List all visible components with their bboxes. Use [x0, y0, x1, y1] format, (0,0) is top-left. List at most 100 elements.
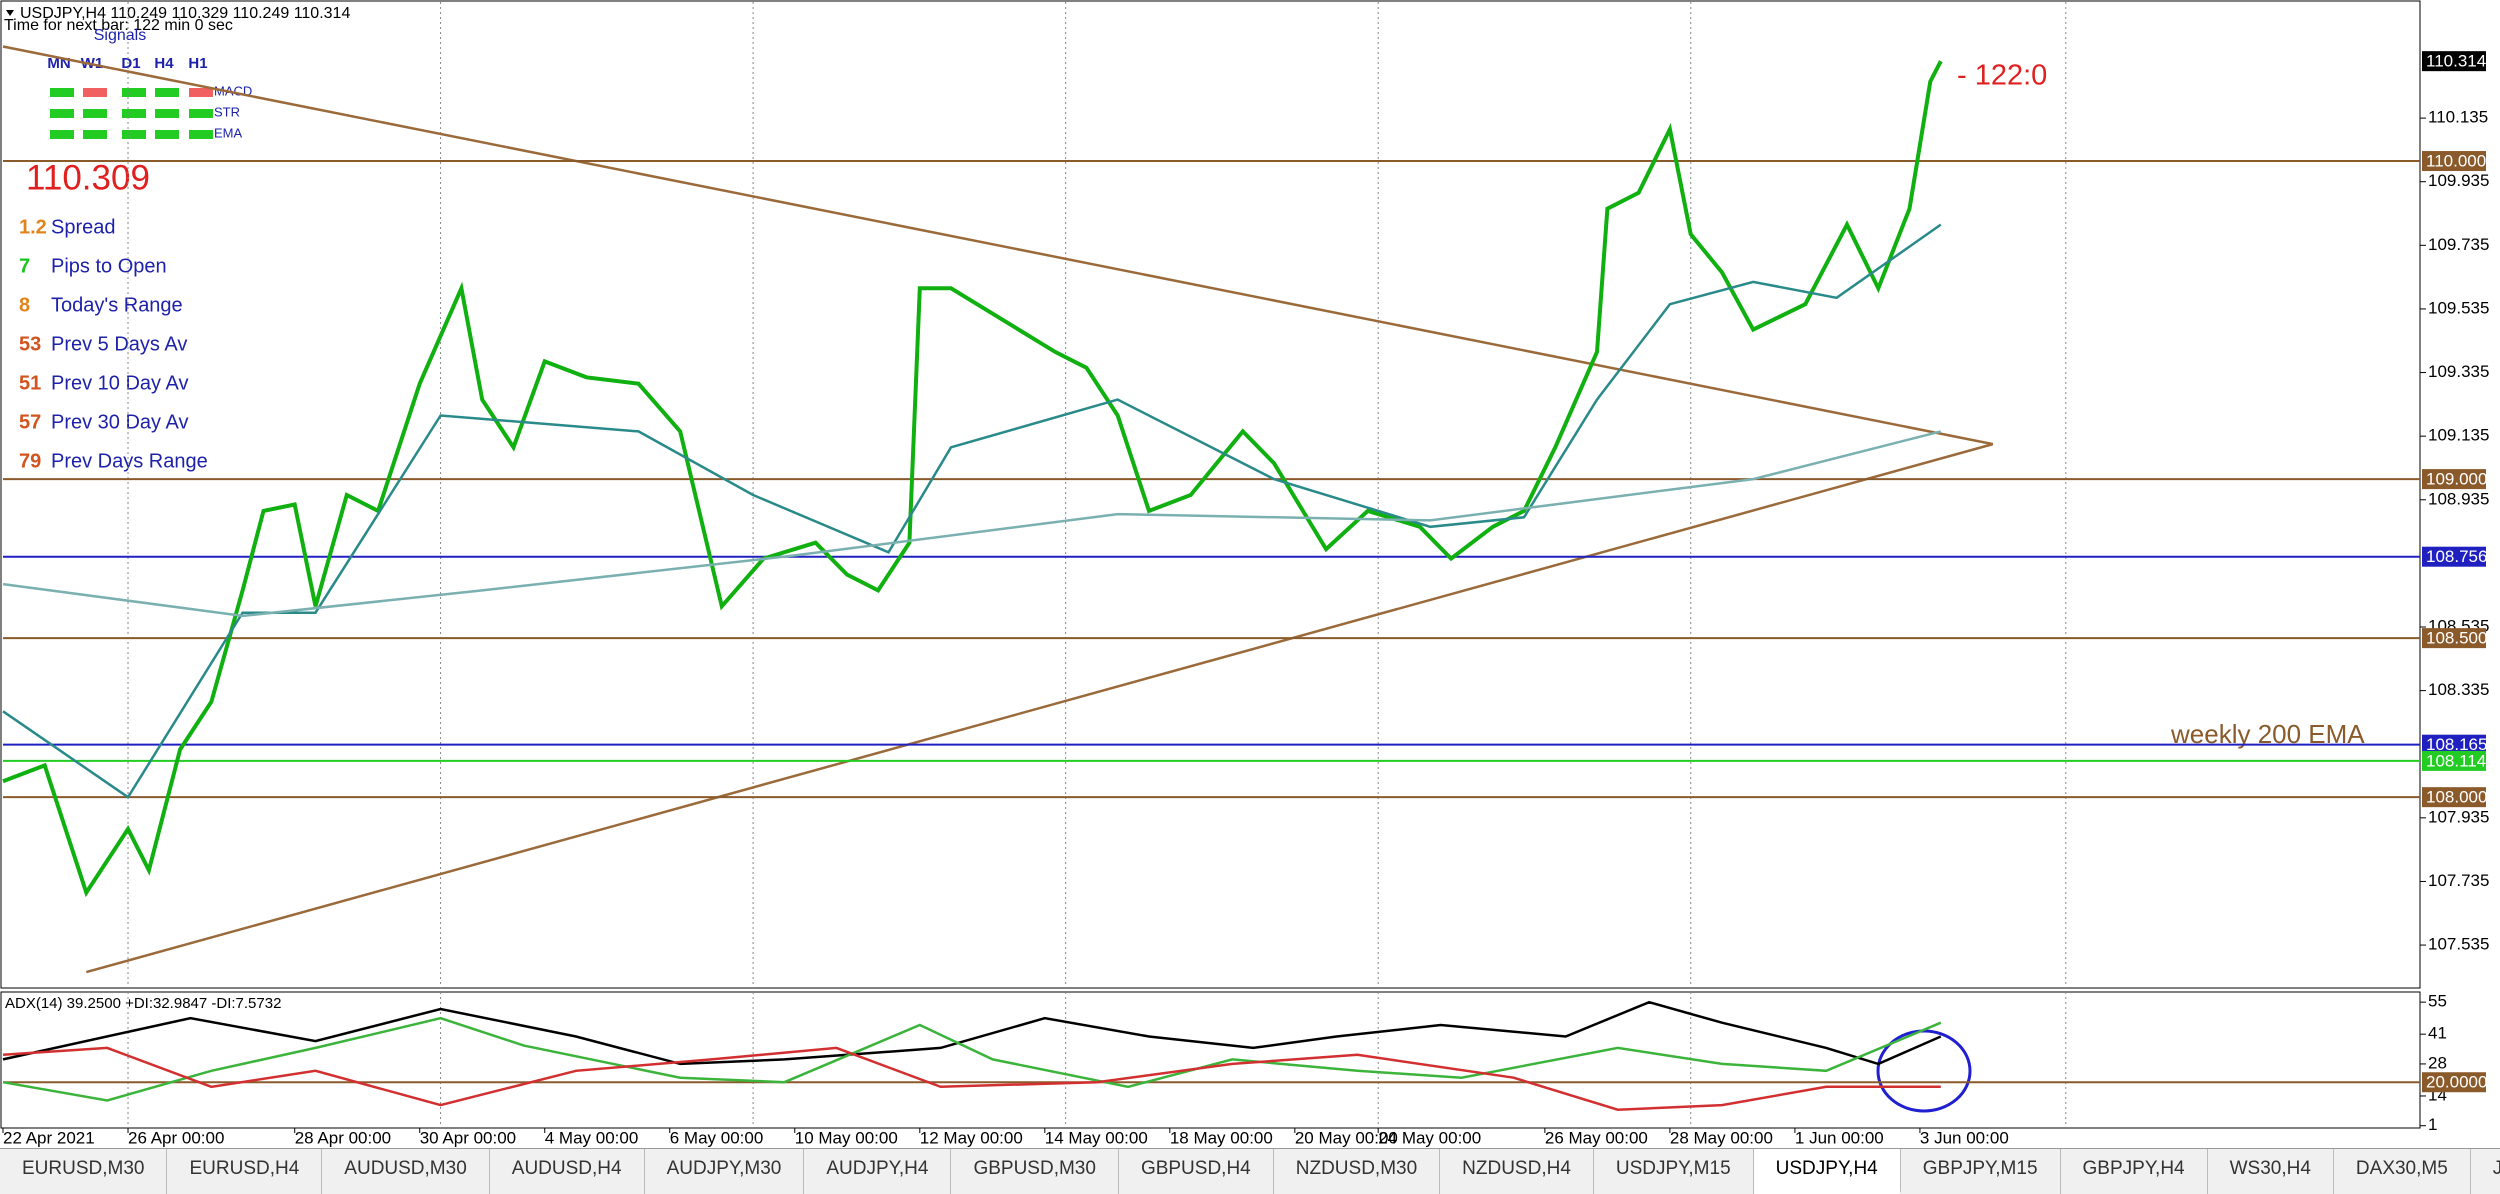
- level-label: 108.165: [2426, 735, 2487, 754]
- chart-tab[interactable]: NZDUSD,M30: [1274, 1149, 1441, 1194]
- signal-row-label: STR: [214, 104, 240, 119]
- chart-tab[interactable]: AUDUSD,M30: [322, 1149, 490, 1194]
- chart-tab[interactable]: EURUSD,H4: [167, 1149, 323, 1194]
- stat-label: Prev 30 Day Av: [51, 411, 188, 433]
- chart-tab[interactable]: DAX30,M5: [2334, 1149, 2471, 1194]
- x-tick-label: 6 May 00:00: [670, 1128, 764, 1147]
- x-tick-label: 18 May 00:00: [1170, 1128, 1273, 1147]
- signals-title: Signals: [94, 27, 146, 44]
- y-tick-label: 109.335: [2428, 362, 2489, 381]
- stat-value: 1.2: [19, 216, 47, 238]
- chart-tab[interactable]: GBPUSD,H4: [1119, 1149, 1274, 1194]
- x-tick-label: 24 May 00:00: [1378, 1128, 1481, 1147]
- x-tick-label: 28 May 00:00: [1670, 1128, 1773, 1147]
- stat-label: Today's Range: [51, 294, 183, 316]
- chart-tab[interactable]: GBPUSD,M30: [951, 1149, 1119, 1194]
- stat-value: 8: [19, 294, 30, 316]
- level-label: 108.000: [2426, 788, 2487, 807]
- trendline: [2, 45, 1994, 446]
- level-box: [2422, 51, 2486, 72]
- signal-block: [122, 130, 146, 139]
- chart-tab[interactable]: JP225,Weekly: [2471, 1149, 2500, 1194]
- level-box: [2422, 151, 2486, 172]
- signal-block: [83, 130, 107, 139]
- x-tick-label: 12 May 00:00: [920, 1128, 1023, 1147]
- y-tick-label: 55: [2428, 992, 2447, 1011]
- signal-timeframe: H1: [188, 55, 207, 72]
- signal-block: [50, 130, 74, 139]
- y-tick-label: 108.335: [2428, 680, 2489, 699]
- x-tick-label: 26 Apr 00:00: [128, 1128, 224, 1147]
- stat-label: Pips to Open: [51, 255, 167, 277]
- stat-value: 57: [19, 411, 41, 433]
- level-label: 20.0000: [2426, 1073, 2487, 1092]
- series-line: [2, 223, 1942, 799]
- stat-value: 7: [19, 255, 30, 277]
- x-tick-label: 26 May 00:00: [1545, 1128, 1648, 1147]
- x-tick-label: 20 May 00:00: [1295, 1128, 1398, 1147]
- stat-label: Prev 10 Day Av: [51, 372, 188, 394]
- signal-block: [155, 130, 179, 139]
- stat-label: Spread: [51, 216, 116, 238]
- level-box: [2422, 787, 2486, 808]
- level-label: 108.500: [2426, 629, 2487, 648]
- y-tick-label: 110.135: [2428, 108, 2488, 127]
- chart-tab[interactable]: EURUSD,M30: [0, 1149, 168, 1194]
- signal-block: [189, 130, 213, 139]
- x-tick-label: 30 Apr 00:00: [420, 1128, 516, 1147]
- level-box: [2422, 734, 2486, 755]
- series-line: [2, 1000, 1942, 1066]
- chart-tab[interactable]: USDJPY,M15: [1594, 1149, 1754, 1194]
- level-box: [2422, 546, 2486, 567]
- chart-tab[interactable]: GBPJPY,M15: [1901, 1149, 2061, 1194]
- chart-tab[interactable]: NZDUSD,H4: [1440, 1149, 1594, 1194]
- y-tick-label: 107.735: [2428, 871, 2489, 890]
- signal-block: [155, 109, 179, 118]
- level-box: [2422, 469, 2486, 490]
- level-box: [2422, 1072, 2486, 1093]
- level-label: 109.000: [2426, 470, 2487, 489]
- menu-arrow: [6, 10, 14, 16]
- chart-tab[interactable]: AUDJPY,H4: [804, 1149, 952, 1194]
- trendline: [86, 442, 1994, 974]
- series-line: [2, 1046, 1941, 1111]
- series-line: [2, 60, 1943, 898]
- chart-tab[interactable]: USDJPY,H4: [1753, 1149, 1901, 1194]
- main-frame: [0, 0, 2421, 989]
- level-box: [2422, 628, 2486, 649]
- x-tick-label: 22 Apr 2021: [3, 1128, 95, 1147]
- series-line: [2, 430, 1942, 618]
- signal-block: [50, 88, 74, 97]
- symbol-header: USDJPY,H4 110.249 110.329 110.249 110.31…: [20, 5, 350, 22]
- terminal-chart: USDJPY,H4 110.249 110.329 110.249 110.31…: [0, 0, 2489, 1147]
- chart-tab[interactable]: GBPJPY,H4: [2061, 1149, 2208, 1194]
- x-tick-label: 14 May 00:00: [1045, 1128, 1148, 1147]
- series-line: [2, 1016, 1942, 1102]
- y-tick-label: 41: [2428, 1024, 2447, 1043]
- signal-block: [155, 88, 179, 97]
- chart-tab[interactable]: WS30,H4: [2208, 1149, 2334, 1194]
- level-label: 108.114: [2426, 751, 2486, 770]
- x-tick-label: 1 Jun 00:00: [1795, 1128, 1884, 1147]
- chart-tab[interactable]: AUDUSD,H4: [490, 1149, 645, 1194]
- y-tick-label: 1: [2428, 1115, 2437, 1134]
- level-label: 110.000: [2426, 152, 2486, 171]
- y-tick-label: 109.735: [2428, 235, 2489, 254]
- signal-row-label: EMA: [214, 125, 243, 140]
- stat-value: 53: [19, 333, 41, 355]
- bid-price: 110.309: [26, 158, 150, 197]
- x-tick-label: 28 Apr 00:00: [295, 1128, 391, 1147]
- y-tick-label: 108.935: [2428, 489, 2489, 508]
- signal-block: [83, 88, 107, 97]
- signal-timeframe: D1: [121, 55, 140, 72]
- signal-block: [189, 88, 213, 97]
- y-tick-label: 109.535: [2428, 298, 2489, 317]
- stat-value: 79: [19, 450, 41, 472]
- y-tick-label: 109.135: [2428, 426, 2489, 445]
- y-tick-label: 28: [2428, 1053, 2447, 1072]
- stat-value: 51: [19, 372, 41, 394]
- level-label: 110.314: [2426, 52, 2486, 71]
- signal-block: [50, 109, 74, 118]
- chart-tab[interactable]: AUDJPY,M30: [645, 1149, 805, 1194]
- stat-label: Prev 5 Days Av: [51, 333, 187, 355]
